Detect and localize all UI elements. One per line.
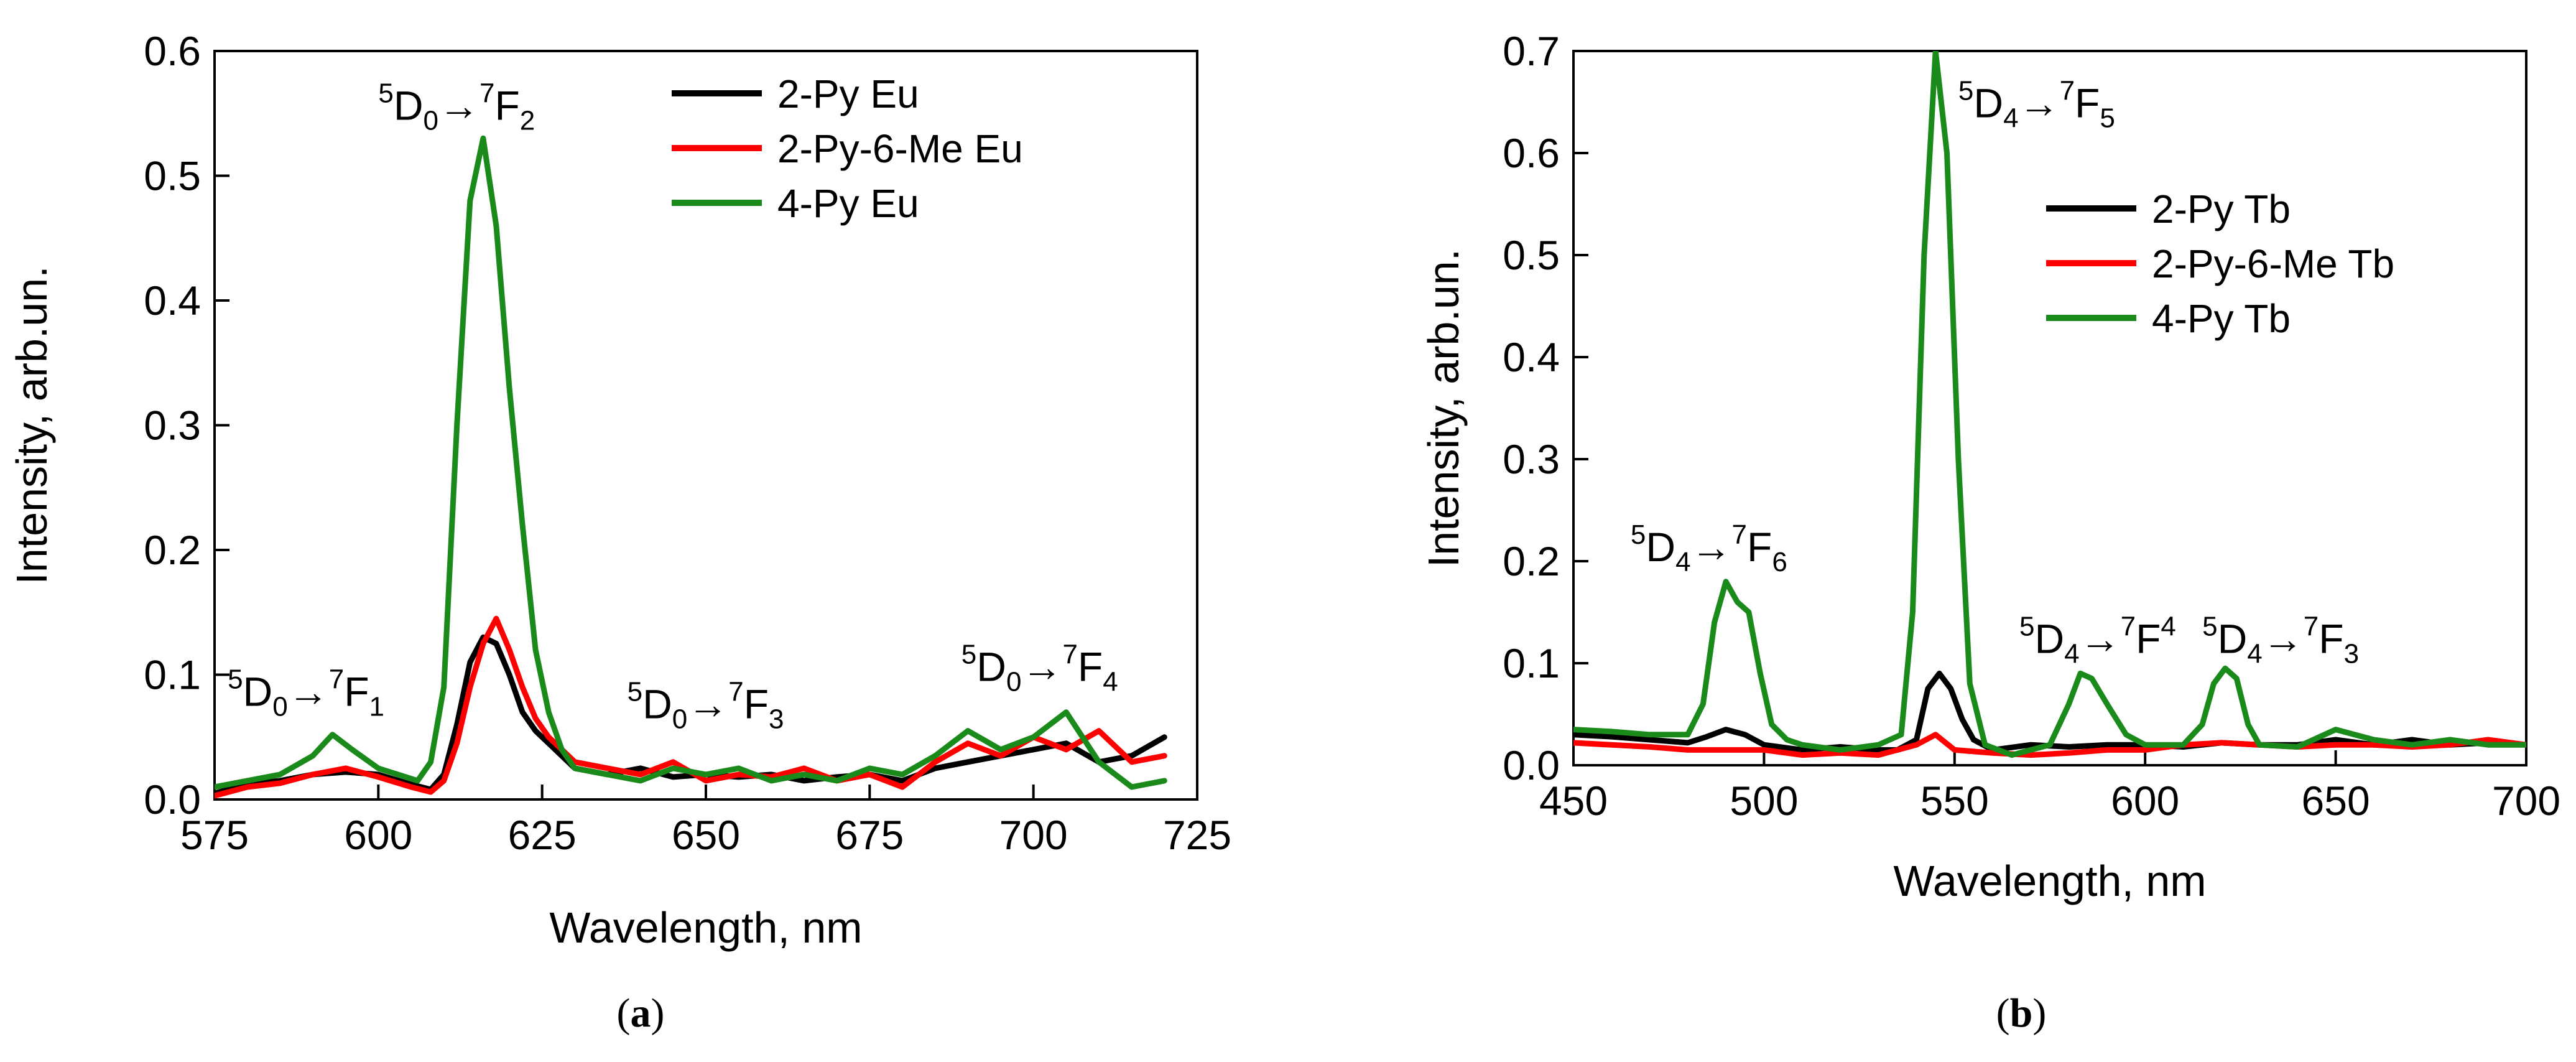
legend-label: 2-Py Tb <box>2152 187 2291 231</box>
x-tick-label: 650 <box>672 812 740 858</box>
y-tick-label: 0.7 <box>1503 28 1560 74</box>
x-tick-label: 575 <box>180 812 249 858</box>
legend-label: 4-Py Tb <box>2152 296 2291 341</box>
transition-annotation: 5D4→7F5 <box>1958 76 2115 134</box>
y-tick-label: 0.0 <box>144 776 201 822</box>
panel-caption: (b) <box>1996 990 2047 1036</box>
x-tick-label: 600 <box>344 812 412 858</box>
transition-annotation: 5D4→7F4 <box>2019 612 2176 669</box>
y-tick-label: 0.3 <box>144 403 201 449</box>
y-axis-title: Intensity, arb.un. <box>1419 249 1468 567</box>
y-tick-label: 0.3 <box>1503 436 1560 482</box>
y-tick-label: 0.6 <box>1503 130 1560 176</box>
y-tick-label: 0.4 <box>1503 334 1560 380</box>
x-tick-label: 625 <box>508 812 577 858</box>
x-tick-label: 500 <box>1730 778 1798 824</box>
y-tick-label: 0.0 <box>1503 742 1560 788</box>
y-tick-label: 0.1 <box>144 652 201 698</box>
y-tick-label: 0.2 <box>144 527 201 573</box>
legend: 2-Py Tb 2-Py-6-Me Tb 4-Py Tb <box>2046 187 2394 341</box>
x-tick-label: 600 <box>2111 778 2179 824</box>
y-tick-label: 0.2 <box>1503 538 1560 584</box>
series-line-2-py-tb <box>1573 670 2526 753</box>
y-tick-label: 0.5 <box>144 153 201 199</box>
legend-label: 2-Py-6-Me Eu <box>777 126 1023 171</box>
x-tick-label: 450 <box>1539 778 1608 824</box>
legend: 2-Py Eu 2-Py-6-Me Eu 4-Py Eu <box>672 72 1023 226</box>
transition-annotation: 5D0→7F1 <box>228 664 384 722</box>
y-axis-title: Intensity, arb.un. <box>7 266 56 584</box>
chart-panel-b: 0.0 0.1 0.2 0.3 0.4 0.5 0.6 0.7 450 500 550 600 650 7… <box>1419 28 2560 1036</box>
y-tick-label: 0.6 <box>144 28 201 74</box>
transition-annotation: 5D4→7F3 <box>2202 612 2359 669</box>
transition-annotation: 5D0→7F3 <box>628 677 784 735</box>
y-tick-label: 0.1 <box>1503 640 1560 686</box>
transition-annotation: 5D0→7F4 <box>961 640 1118 697</box>
legend-label: 4-Py Eu <box>777 181 919 226</box>
series-line-4-py-eu <box>215 135 1167 790</box>
series-line-2-py-6-me-eu <box>215 615 1167 799</box>
x-axis-title: Wavelength, nm <box>549 903 862 952</box>
x-tick-label: 700 <box>2492 778 2560 824</box>
x-axis-title: Wavelength, nm <box>1893 857 2206 905</box>
y-tick-label: 0.5 <box>1503 232 1560 278</box>
plot-frame <box>1572 50 2527 766</box>
x-tick-label: 675 <box>835 812 904 858</box>
x-tick-label: 650 <box>2302 778 2370 824</box>
chart-panel-a: 0.0 0.1 0.2 0.3 0.4 0.5 0.6 575 600 625 650 675 700 7… <box>7 28 1231 1036</box>
series-line-2-py-6-me-tb <box>1573 732 2526 758</box>
panel-caption: (a) <box>617 990 665 1036</box>
x-tick-label: 550 <box>1920 778 1989 824</box>
transition-annotation: 5D4→7F6 <box>1631 519 1787 577</box>
transition-annotation: 5D0→7F2 <box>378 78 535 136</box>
legend-label: 2-Py Eu <box>777 72 919 116</box>
x-tick-label: 725 <box>1163 812 1231 858</box>
series-line-4-py-tb <box>1573 51 2526 758</box>
y-tick-label: 0.4 <box>144 277 201 324</box>
x-tick-label: 700 <box>999 812 1068 858</box>
legend-label: 2-Py-6-Me Tb <box>2152 241 2394 286</box>
